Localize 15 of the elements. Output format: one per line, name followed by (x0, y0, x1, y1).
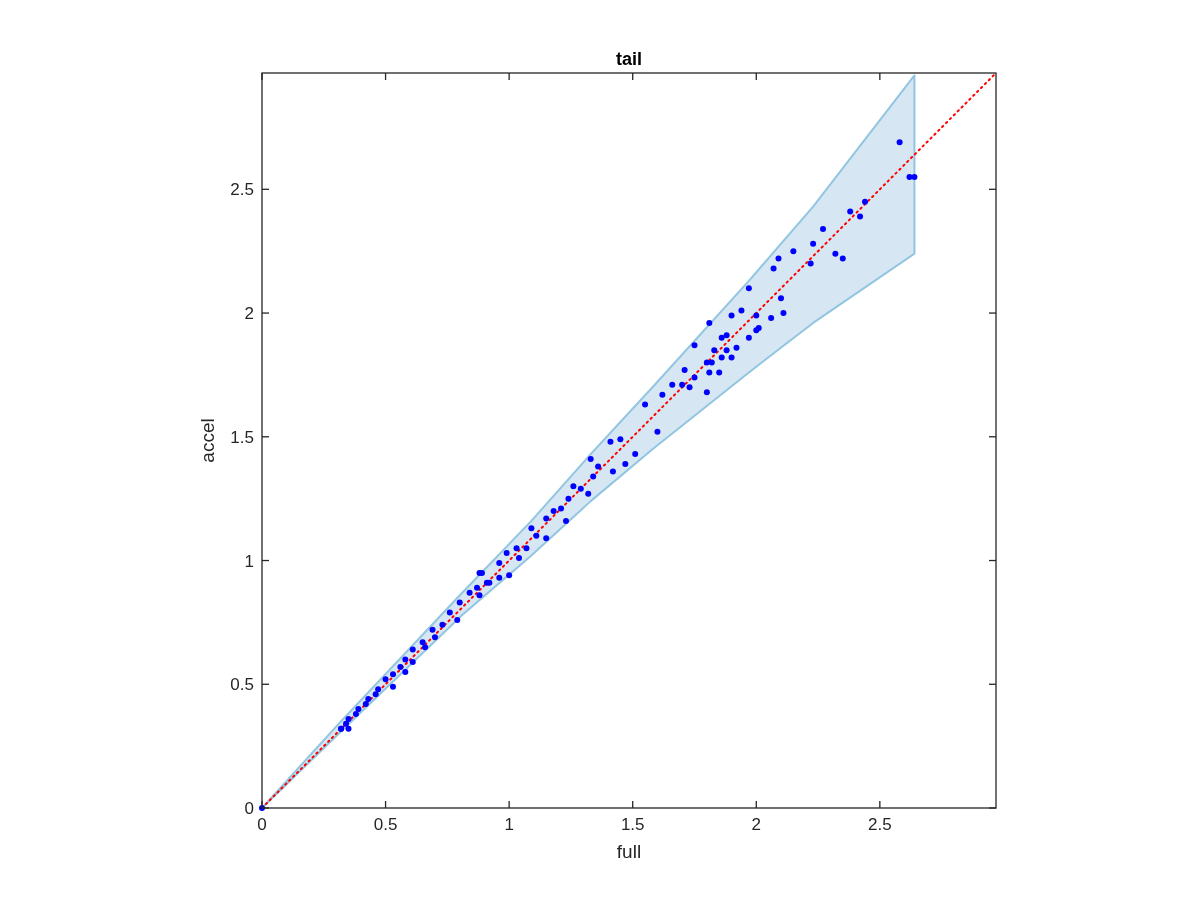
x-tick-label: 0.5 (373, 815, 398, 834)
y-tick-label: 2 (244, 304, 254, 324)
x-axis-title: full (616, 841, 642, 862)
x-tick-label: 1 (504, 815, 514, 834)
y-axis-title: accel (197, 418, 218, 463)
y-tick-label: 0 (244, 799, 254, 818)
x-tick-label: 2 (751, 815, 762, 834)
y-tick-label: 1 (244, 551, 254, 571)
x-tick-label: 2.5 (868, 815, 892, 834)
x-tick-label: 0 (257, 815, 267, 834)
y-tick-label: 2.5 (230, 180, 254, 200)
y-tick-label: 0.5 (230, 675, 254, 695)
x-tick-label: 1.5 (620, 815, 645, 834)
chart-title: tail (615, 49, 643, 69)
y-tick-label: 1.5 (230, 427, 254, 447)
